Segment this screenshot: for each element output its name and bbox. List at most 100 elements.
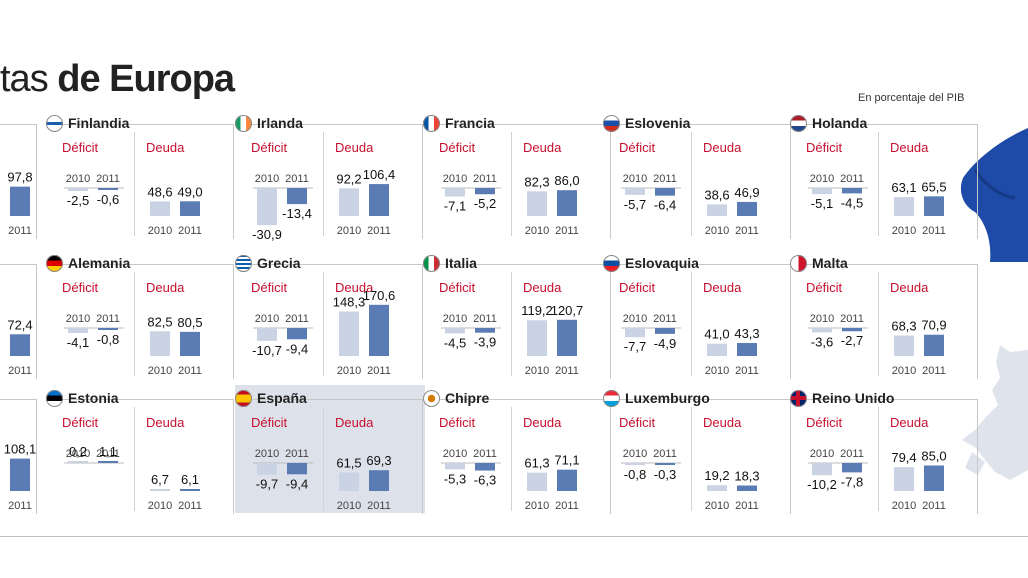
deficit-value-2011: -3,9	[474, 335, 496, 350]
deuda-bar-2011	[180, 331, 200, 356]
deuda-year-label: 2011	[555, 500, 579, 512]
deuda-bar-2010	[894, 467, 914, 491]
country-bar-chart: Déficit 2010 2011 0,2 1,1 Deuda 6,7 2010 6,1 2011	[62, 415, 202, 512]
partial-country-panel: 97,8 2011	[0, 110, 40, 239]
deficit-year-label: 2011	[285, 173, 309, 185]
country-panel: Grecia Déficit 2010 2011 -10,7 -9,4 Deuda 148,3…	[235, 250, 425, 379]
deficit-value-2010: -7,7	[624, 339, 646, 354]
deuda-value-2010: 79,4	[891, 450, 916, 465]
deuda-bar-2010	[339, 472, 359, 491]
europe-map-island	[965, 452, 985, 475]
deficit-value-2011: 1,1	[99, 444, 117, 459]
panel-divider	[691, 132, 692, 236]
deuda-bar-2011	[737, 201, 757, 216]
deuda-year-label: 2010	[525, 500, 549, 512]
panel-divider	[878, 272, 879, 376]
deuda-bar-2010	[527, 320, 547, 356]
country-name: Estonia	[68, 390, 119, 406]
deficit-value-2010: -10,2	[807, 477, 837, 492]
panel-divider	[691, 272, 692, 376]
deuda-value-2010: 92,2	[336, 171, 361, 186]
panel-frame	[792, 124, 978, 239]
deuda-bar-2011	[924, 465, 944, 491]
country-panel: Luxemburgo Déficit 2010 2011 -0,8 -0,3 Deuda 19…	[603, 385, 793, 514]
deuda-year-label: 2011	[735, 365, 759, 377]
deficit-label: Déficit	[62, 415, 99, 430]
deficit-bar-2010	[445, 188, 465, 197]
deuda-bar-2011	[369, 470, 389, 491]
panel-divider	[691, 407, 692, 511]
deficit-label: Déficit	[439, 280, 476, 295]
deuda-label: Deuda	[703, 415, 742, 430]
country-bar-chart: Déficit 2010 2011 -0,8 -0,3 Deuda 19,2 2010 18,3…	[619, 415, 760, 512]
country-name: Irlanda	[257, 115, 303, 131]
cyprus-flag-icon	[423, 390, 440, 407]
panel-divider	[878, 132, 879, 236]
deficit-label: Déficit	[251, 280, 288, 295]
deuda-value-2011: 49,0	[177, 184, 202, 199]
estonia-flag-icon	[46, 390, 63, 407]
deficit-bar-2011	[655, 463, 675, 465]
deuda-bar-2010	[527, 472, 547, 491]
slovakia-flag-icon	[603, 255, 620, 272]
country-panel: Alemania Déficit 2010 2011 -4,1 -0,8 Deuda 82,5…	[46, 250, 236, 379]
deficit-year-label: 2010	[255, 448, 279, 460]
deuda-bar-2011	[369, 304, 389, 356]
deficit-year-label: 2011	[96, 173, 120, 185]
deuda-bar-2010	[707, 204, 727, 216]
deficit-value-2011: -6,4	[654, 198, 676, 213]
deuda-value-2011: 108,1	[4, 442, 37, 457]
country-name: España	[257, 390, 307, 406]
deuda-value-2011: 106,4	[363, 167, 396, 182]
deficit-value-2010: -2,5	[67, 193, 89, 208]
deficit-value-2011: -0,6	[97, 192, 119, 207]
deuda-year-label: 2011	[8, 500, 32, 512]
deuda-label: Deuda	[523, 415, 562, 430]
panel-frame	[48, 124, 234, 239]
deficit-value-2011: -7,8	[841, 474, 863, 489]
deficit-year-label: 2010	[810, 448, 834, 460]
panel-frame	[0, 124, 37, 239]
panel-frame	[237, 399, 423, 514]
country-name: Chipre	[445, 390, 490, 406]
country-panel: Finlandia Déficit 2010 2011 -2,5 -0,6 Deuda 48,…	[46, 110, 236, 239]
deuda-year-label: 2010	[525, 365, 549, 377]
deuda-year-label: 2010	[148, 225, 172, 237]
partial-bar-chart: 97,8 2011	[7, 170, 32, 237]
panel-divider	[134, 132, 135, 236]
panel-frame	[425, 264, 611, 379]
deuda-value-2011: 18,3	[734, 469, 759, 484]
deficit-value-2010: -4,1	[67, 335, 89, 350]
deficit-year-label: 2011	[285, 448, 309, 460]
panel-divider	[878, 407, 879, 511]
country-bar-chart: Déficit 2010 2011 -5,3 -6,3 Deuda 61,3 2010 71,1…	[439, 415, 580, 512]
deuda-value-2011: 97,8	[7, 170, 32, 185]
deficit-year-label: 2011	[653, 448, 677, 460]
panel-frame	[792, 264, 978, 379]
deuda-year-label: 2010	[337, 225, 361, 237]
deuda-label: Deuda	[703, 280, 742, 295]
panel-frame	[605, 124, 791, 239]
deuda-value-2010: 119,2	[521, 303, 553, 318]
country-bar-chart: Déficit 2010 2011 -5,1 -4,5 Deuda 63,1 2010 65,5…	[806, 140, 947, 237]
deuda-year-label: 2011	[178, 500, 202, 512]
panel-divider	[134, 272, 135, 376]
deuda-year-label: 2011	[178, 225, 202, 237]
deuda-label: Deuda	[890, 140, 929, 155]
panel-divider	[323, 407, 324, 511]
deficit-value-2011: -6,3	[474, 473, 496, 488]
deficit-bar-2011	[842, 463, 862, 473]
partial-bar-chart: 108,1 2011	[4, 442, 37, 512]
deficit-label: Déficit	[439, 140, 476, 155]
deuda-bar-2010	[150, 331, 170, 356]
panel-divider	[323, 272, 324, 376]
deuda-year-label: 2011	[555, 225, 579, 237]
panel-frame	[0, 264, 37, 379]
panel-divider	[511, 272, 512, 376]
deuda-label: Deuda	[335, 280, 374, 295]
deficit-bar-2010	[68, 188, 88, 191]
deficit-bar-2011	[842, 328, 862, 332]
deuda-year-label: 2010	[892, 500, 916, 512]
deuda-value-2010: 82,3	[524, 174, 549, 189]
country-panel: Italia Déficit 2010 2011 -4,5 -3,9 Deuda 119,2 2…	[423, 250, 613, 379]
